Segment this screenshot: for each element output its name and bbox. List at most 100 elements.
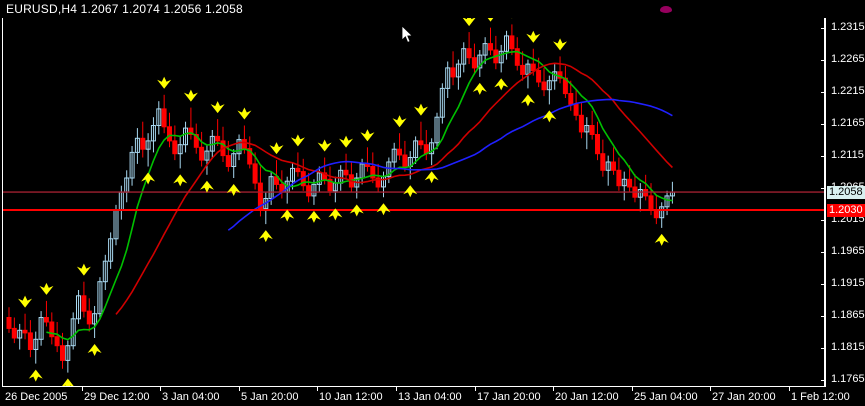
candle-body [439,87,445,118]
chart-plot-area[interactable] [3,18,824,386]
candle-body [76,295,81,320]
fractal-down-icon [226,184,241,196]
candle-body [653,209,659,219]
candle-body [541,81,547,91]
time-axis[interactable]: 26 Dec 2005 29 Dec 12:00 3 Jan 04:00 5 Jan … [2,387,850,406]
time-tick [160,387,161,391]
time-tick-label: 17 Jan 20:00 [477,391,541,403]
price-tick-label: 1.2015 [831,213,865,225]
candle-body [375,177,381,188]
time-tick-label: 20 Jan 12:00 [555,391,619,403]
time-tick-label: 13 Jan 04:00 [398,391,462,403]
fractal-down-icon [424,171,439,184]
candle-body [391,148,397,163]
candle-body [434,116,440,144]
candle-body [236,139,242,155]
fractal-down-icon [654,233,669,246]
fractal-up-icon [413,103,428,116]
price-tick [821,252,825,253]
candle-body [161,108,167,128]
fractal-up-icon [210,101,225,114]
candle-body [140,137,146,150]
price-tick-label: 1.2115 [831,149,864,161]
candle-body [327,178,333,192]
candle-body [445,67,451,89]
price-tick [821,220,825,221]
fractal-down-icon [403,185,418,198]
candle-body [600,153,606,171]
candle-body [27,332,33,350]
fractal-down-icon [472,82,487,95]
candle-body [418,140,424,146]
price-tick [821,284,825,285]
price-tick-label: 1.1915 [831,277,865,289]
price-tick [821,156,825,157]
candle-body [274,176,279,185]
fractal-up-icon [462,18,476,27]
price-tick [821,28,825,29]
time-tick-label: 5 Jan 20:00 [241,391,299,403]
fractal-down-icon [520,94,535,107]
time-tick [789,387,790,391]
candle-body [514,48,520,66]
current-price-badge[interactable]: 1.2058 [827,186,865,199]
fractal-up-icon [317,139,332,152]
candle-body [129,151,135,179]
fractal-down-icon [306,210,321,223]
time-tick [475,387,476,391]
fractal-up-icon [157,76,172,89]
candle-body [573,103,579,116]
candle-body [306,185,312,197]
alert-price-badge[interactable]: 1.2030 [827,204,865,217]
candle-body [504,35,509,52]
price-tick [821,92,825,93]
time-tick [396,387,397,391]
candle-body [199,146,205,161]
time-tick-label: 27 Jan 20:00 [712,391,776,403]
candle-body [295,167,301,173]
price-tick [821,348,825,349]
candle-body [520,64,526,75]
candle-body [167,126,172,142]
price-tick-label: 1.2315 [831,21,865,33]
fractal-markers [18,18,669,386]
candle-body [455,63,461,78]
candle-body [22,329,28,334]
candle-body [568,93,574,105]
fractal-up-icon [18,295,33,308]
candle-body [627,178,633,188]
fractal-down-icon [62,378,74,386]
time-tick [82,387,83,391]
candle-body [584,125,590,133]
candle-body [402,154,408,167]
fractal-up-icon [290,134,305,147]
price-axis[interactable]: 1.23151.22651.22151.21651.21151.20651.20… [821,17,865,387]
time-tick-label: 26 Dec 2005 [5,391,68,403]
candle-body [204,150,210,161]
time-tick-label: 1 Feb 12:00 [791,391,850,403]
ma-fast-line [46,50,673,341]
candle-body [60,345,65,361]
candle-body [589,125,595,135]
candle-body [461,48,467,65]
candle-body [252,163,258,184]
fractal-down-icon [542,110,557,123]
candlestick-series [6,24,675,373]
fractal-up-icon [39,282,54,295]
candle-body [17,329,23,339]
candle-body [81,295,87,312]
price-tick-label: 1.2265 [831,53,865,65]
candle-body [86,310,92,325]
chart-canvas [3,18,824,386]
candle-body [316,172,322,185]
candle-body [429,142,435,155]
fractal-up-icon [553,38,568,51]
candle-body [637,189,643,198]
fractal-up-icon [76,263,91,276]
candle-body [150,125,156,142]
time-tick [239,387,240,391]
chart-title: EURUSD,H4 1.2067 1.2074 1.2056 1.2058 [6,2,243,16]
candle-body [482,43,488,56]
time-tick [317,387,318,391]
